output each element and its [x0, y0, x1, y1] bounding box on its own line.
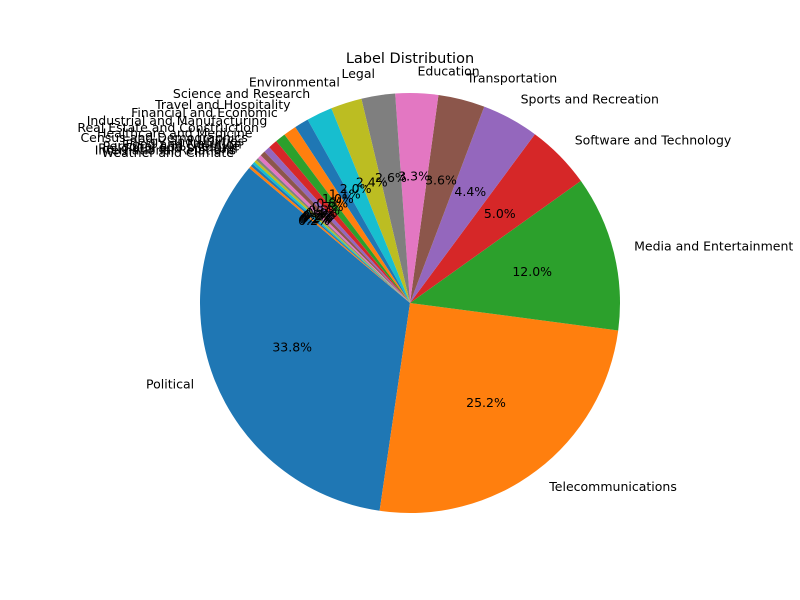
- slice-label-education: Education: [418, 64, 480, 79]
- slice-percent-legal: 2.6%: [375, 170, 407, 185]
- pie-slices: [199, 93, 621, 514]
- chart-title: Label Distribution: [346, 51, 474, 67]
- slice-percent-personal-and-lifestyle: 0.2%: [301, 209, 333, 224]
- pie-slice-travel-and-hospitality: [295, 119, 410, 304]
- slice-label-legal: Legal: [341, 66, 375, 81]
- slice-percent-science-and-research: 2.0%: [340, 181, 372, 196]
- pie-slice-software-and-technology: [410, 134, 581, 303]
- slice-percent-food-and-nutrition: 0.2%: [302, 208, 334, 223]
- pie-slice-environmental: [331, 98, 410, 304]
- pie-slice-media-and-entertainment: [410, 180, 621, 331]
- slice-label-science-and-research: Science and Research: [173, 86, 310, 101]
- pie-slice-telecommunications: [379, 303, 619, 514]
- pie-slice-transportation: [410, 94, 485, 303]
- slice-percent-transportation: 3.6%: [425, 172, 457, 187]
- pie-slice-financial-and-economic: [284, 127, 410, 303]
- slice-label-financial-and-economic: Financial and Economic: [131, 105, 278, 120]
- slice-percent-healthcare-and-medicine: 0.5%: [308, 202, 340, 217]
- pie-slice-religious-and-spiritual: [252, 162, 410, 303]
- slice-percent-education: 3.3%: [398, 169, 430, 184]
- slice-percent-political: 33.8%: [272, 339, 312, 354]
- slice-percent-software-and-technology: 5.0%: [484, 206, 516, 221]
- pie-labels: Political Telecommunications Media and Ent…: [77, 64, 793, 494]
- pie-slice-political: [199, 168, 410, 511]
- slice-percent-environmental: 2.4%: [356, 175, 388, 190]
- slice-label-international-relations: International Relations: [95, 143, 236, 158]
- pie-slice-industrial-and-manufacturing: [276, 134, 410, 303]
- slice-percent-religious-and-spiritual: 0.2%: [300, 211, 332, 226]
- slice-label-media-and-entertainment: Media and Entertainment: [634, 239, 793, 254]
- slice-label-food-and-nutrition: Food and Nutrition: [126, 136, 242, 151]
- slice-label-real-estate-and-construction: Real Estate and Construction: [77, 120, 259, 135]
- pie-slice-legal: [361, 93, 410, 303]
- slice-percent-weather-and-climate: 0.2%: [298, 213, 330, 228]
- slice-percent-real-estate-and-construction: 0.7%: [312, 199, 344, 214]
- pie-slice-real-estate-and-construction: [269, 141, 410, 303]
- slice-percent-census-and-demographics: 0.4%: [306, 205, 338, 220]
- slice-percent-media-and-entertainment: 12.0%: [512, 264, 552, 279]
- slice-percent-travel-and-hospitality: 1.1%: [329, 187, 361, 202]
- pie-slice-census-and-demographics: [260, 151, 410, 303]
- slice-percent-energy-and-utilities: 0.3%: [304, 207, 336, 222]
- pie-slice-international-relations: [250, 164, 410, 303]
- pie-slice-weather-and-climate: [249, 166, 410, 303]
- pie-slice-education: [395, 93, 439, 303]
- slice-percent-financial-and-economic: 1.0%: [322, 191, 354, 206]
- slice-label-religious-and-spiritual: Religious and Spiritual: [98, 141, 238, 156]
- slice-percent-international-relations: 0.2%: [299, 212, 331, 227]
- pie-percent-labels: 33.8% 25.2% 12.0% 5.0% 4.4%3.6%3.3%2.6%2.4%2…: [272, 169, 552, 410]
- pie-slice-personal-and-lifestyle: [254, 160, 410, 303]
- slice-label-telecommunications: Telecommunications: [548, 479, 677, 494]
- slice-percent-sports-and-recreation: 4.4%: [454, 184, 486, 199]
- slice-label-energy-and-utilities: Energy and Utilities: [122, 134, 244, 149]
- pie-slice-sports-and-recreation: [410, 106, 535, 303]
- slice-label-political: Political: [146, 377, 194, 392]
- pie-slice-science-and-research: [307, 108, 410, 303]
- slice-label-software-and-technology: Software and Technology: [575, 133, 732, 148]
- slice-percent-telecommunications: 25.2%: [466, 395, 506, 410]
- slice-label-weather-and-climate: Weather and Climate: [102, 145, 235, 160]
- pie-slice-healthcare-and-medicine: [264, 147, 410, 303]
- slice-label-environmental: Environmental: [249, 74, 340, 89]
- slice-label-travel-and-hospitality: Travel and Hospitality: [154, 97, 291, 112]
- slice-label-industrial-and-manufacturing: Industrial and Manufacturing: [87, 113, 268, 128]
- pie-slice-energy-and-utilities: [257, 155, 410, 303]
- slice-label-transportation: Transportation: [466, 71, 557, 86]
- slice-label-personal-and-lifestyle: Personal and Lifestyle: [103, 138, 240, 153]
- slice-label-census-and-demographics: Census and Demographics: [80, 130, 247, 145]
- slice-percent-industrial-and-manufacturing: 0.8%: [316, 195, 348, 210]
- slice-label-healthcare-and-medicine: Healthcare and Medicine: [97, 126, 253, 141]
- pie-slice-food-and-nutrition: [256, 158, 410, 303]
- slice-label-sports-and-recreation: Sports and Recreation: [521, 92, 659, 107]
